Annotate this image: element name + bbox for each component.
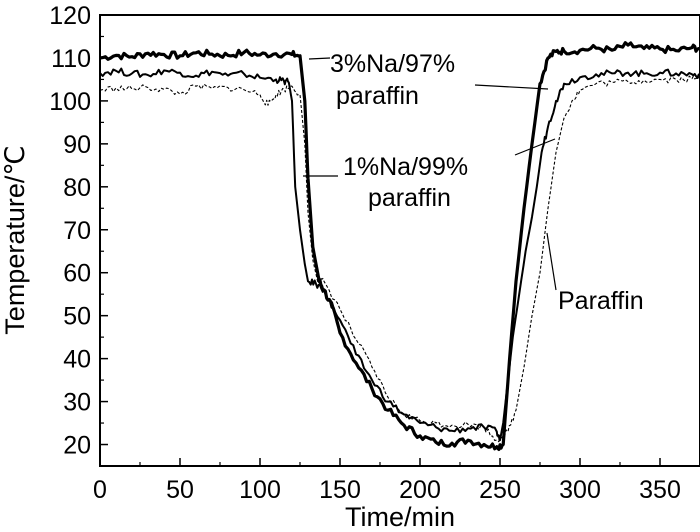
x-tick-label: 200 (399, 476, 441, 504)
annotation-paraffin: Paraffin (558, 287, 644, 315)
leader-1na-right (514, 138, 556, 156)
leader-3na-left (308, 57, 331, 60)
y-tick-label: 40 (63, 346, 91, 374)
y-tick-label: 110 (51, 45, 91, 73)
axis-ticks (99, 14, 661, 466)
y-tick-label: 120 (49, 2, 91, 30)
x-tick-label: 150 (319, 476, 361, 504)
x-tick-label: 100 (239, 476, 281, 504)
x-tick-label: 50 (166, 476, 194, 504)
annotation-1na-line2: paraffin (368, 184, 451, 212)
y-tick-label: 80 (63, 174, 91, 202)
leader-paraffin (546, 232, 557, 291)
annotation-3na-line2: paraffin (336, 82, 419, 110)
y-tick-labels: 20 30 40 50 60 70 80 90 100 110 120 (49, 2, 91, 460)
y-tick-label: 70 (63, 217, 91, 245)
annotation-1na-line1: 1%Na/99% (343, 153, 468, 181)
x-tick-label: 300 (559, 476, 601, 504)
x-axis-title: Time/min (345, 502, 455, 532)
plot-frame (99, 14, 700, 467)
y-tick-label: 20 (63, 432, 91, 460)
y-axis-title: Temperature/℃ (0, 145, 30, 334)
y-tick-label: 90 (63, 131, 91, 159)
y-tick-label: 100 (49, 88, 91, 116)
y-tick-label: 50 (63, 303, 91, 331)
annotation-leaders (303, 57, 557, 291)
x-tick-labels: 0 50 100 150 200 250 300 350 (93, 476, 681, 504)
annotation-3na-line1: 3%Na/97% (330, 50, 455, 78)
y-tick-label: 30 (63, 389, 91, 417)
x-tick-label: 350 (639, 476, 681, 504)
series-lines (99, 41, 700, 451)
leader-3na-right (474, 84, 549, 90)
series-line-2 (99, 67, 700, 442)
series-line-3 (99, 75, 700, 443)
series-line-1 (99, 41, 700, 451)
x-tick-label: 250 (479, 476, 521, 504)
y-tick-label: 60 (63, 260, 91, 288)
x-tick-label: 0 (93, 476, 107, 504)
